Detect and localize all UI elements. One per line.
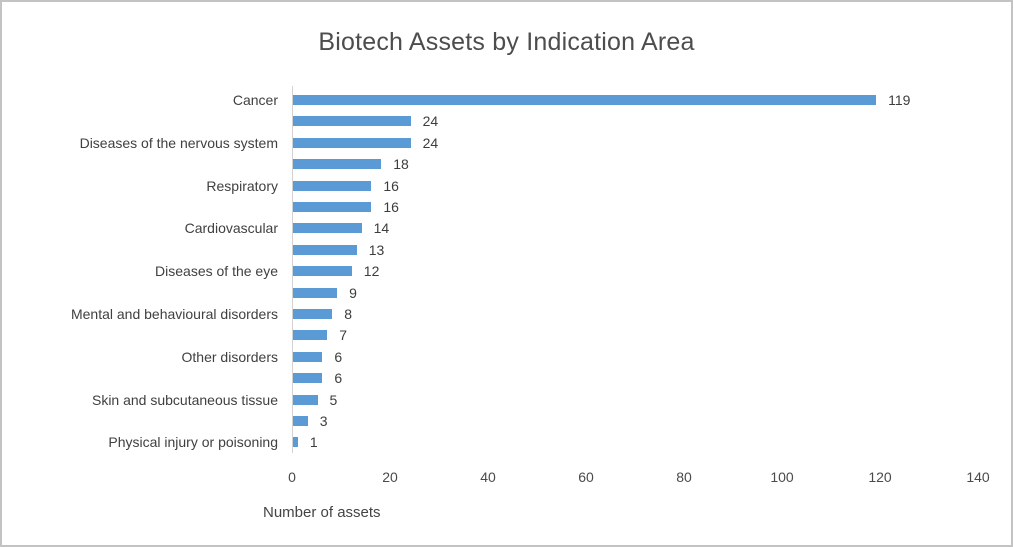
category-label: Cancer — [232, 92, 278, 108]
x-tick-label: 0 — [288, 469, 296, 485]
bar-value-label: 16 — [383, 199, 399, 215]
bar-value-label: 12 — [363, 263, 380, 280]
x-tick-label: 120 — [868, 469, 892, 485]
category-label: Other disorders — [181, 348, 278, 365]
chart-title: Biotech Assets by Indication Area — [318, 28, 695, 56]
x-tick-label: 20 — [382, 469, 398, 485]
category-label: Respiratory — [206, 177, 278, 194]
category-label: Mental and behavioural disorders — [70, 306, 278, 322]
bar-value-label: 24 — [422, 113, 439, 130]
category-label: Skin and subcutaneous tissue — [91, 391, 278, 408]
bar-value-label: 18 — [393, 156, 409, 173]
y-axis-line — [292, 86, 293, 453]
bar — [293, 159, 381, 170]
bar-value-label: 6 — [334, 370, 343, 387]
bar-value-label: 13 — [368, 241, 385, 258]
category-label: Physical injury or poisoning — [108, 434, 278, 451]
bar — [293, 373, 322, 384]
bar — [293, 244, 357, 255]
bar-value-label: 1 — [309, 434, 318, 451]
bar-value-label: 14 — [373, 220, 390, 237]
bar — [293, 437, 298, 448]
bar-value-label: 7 — [339, 327, 348, 344]
bar-value-label: 16 — [383, 177, 399, 194]
bar — [293, 287, 337, 298]
bar-value-label: 9 — [349, 284, 357, 301]
bar — [293, 266, 352, 277]
x-tick-label: 140 — [966, 469, 990, 485]
bar-value-label: 119 — [888, 92, 911, 108]
bar — [293, 330, 327, 341]
bar — [293, 202, 371, 212]
bar-value-label: 5 — [329, 391, 338, 408]
bar — [293, 309, 332, 319]
bar — [293, 137, 411, 148]
bar — [293, 351, 322, 362]
bar — [293, 116, 411, 127]
bar-value-label: 6 — [334, 348, 343, 365]
x-axis-title: Number of assets — [263, 504, 381, 521]
bar — [293, 416, 308, 426]
bar-value-label: 3 — [319, 413, 328, 429]
bar — [293, 180, 371, 191]
category-label: Cardiovascular — [184, 220, 278, 237]
bar — [293, 394, 318, 405]
x-tick-label: 60 — [578, 469, 594, 485]
x-tick-label: 80 — [676, 469, 692, 485]
category-label: Diseases of the eye — [155, 263, 278, 280]
bar-value-label: 24 — [422, 134, 439, 151]
bar — [293, 223, 362, 234]
x-tick-label: 40 — [480, 469, 496, 485]
category-label: Diseases of the nervous system — [79, 134, 278, 151]
bar — [293, 95, 876, 105]
bar-value-label: 8 — [344, 306, 352, 322]
x-tick-label: 100 — [770, 469, 794, 485]
